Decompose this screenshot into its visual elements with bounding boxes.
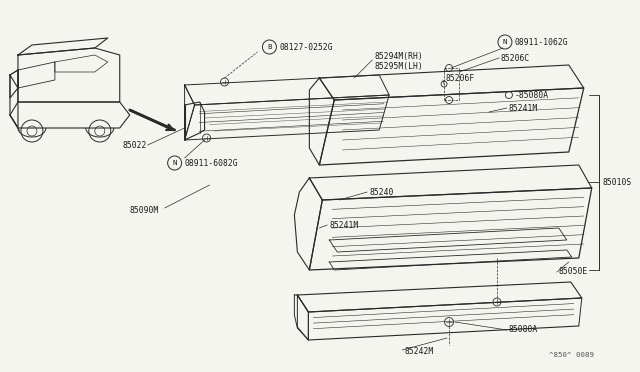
Text: 85240: 85240 [369,187,394,196]
Text: B: B [267,44,272,50]
Text: 85050E: 85050E [559,267,588,276]
Text: 85294M(RH): 85294M(RH) [374,51,423,61]
Text: 08911-6082G: 08911-6082G [184,158,238,167]
Text: 08911-1062G: 08911-1062G [515,38,568,46]
Text: 85206C: 85206C [501,54,530,62]
Text: 85242M: 85242M [404,347,433,356]
Text: 85241M: 85241M [330,221,358,230]
Text: N: N [502,39,507,45]
Text: 08127-0252G: 08127-0252G [280,42,333,51]
Text: N: N [172,160,177,166]
Text: 85010S: 85010S [603,177,632,186]
Text: ^850^ 0089: ^850^ 0089 [548,352,594,358]
Text: 85206F: 85206F [445,74,474,83]
Text: 85080A: 85080A [509,326,538,334]
Text: -85080A: -85080A [515,90,549,99]
Text: 85090M: 85090M [130,205,159,215]
Text: 85241M: 85241M [509,103,538,112]
Text: 85022: 85022 [122,141,147,150]
Text: 85295M(LH): 85295M(LH) [374,61,423,71]
